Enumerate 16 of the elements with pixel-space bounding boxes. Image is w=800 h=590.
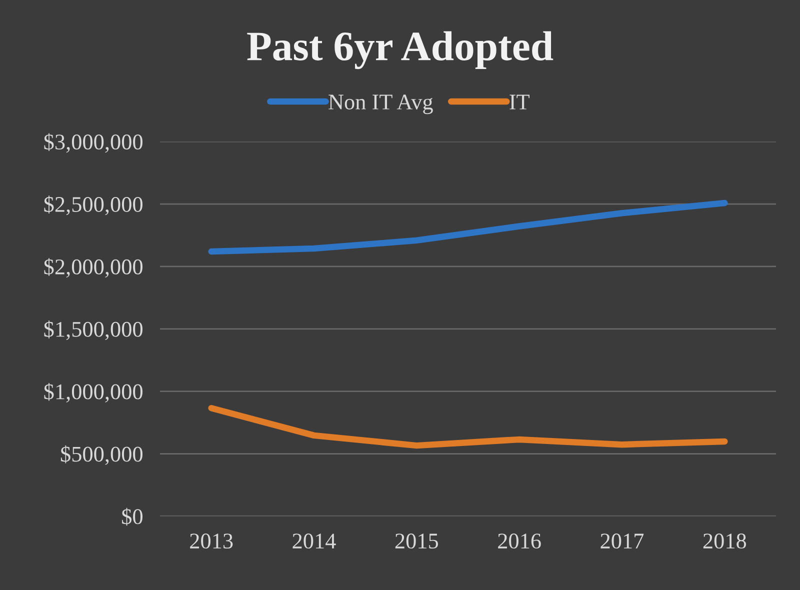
y-tick-label: $2,000,000 <box>44 258 142 278</box>
chart-title: Past 6yr Adopted <box>247 31 554 70</box>
y-tick-label: $1,000,000 <box>44 382 142 402</box>
x-tick-label: 2017 <box>600 534 644 549</box>
x-tick-label: 2018 <box>703 534 746 549</box>
y-tick-label: $2,500,000 <box>44 196 142 216</box>
y-tick-label: $0 <box>122 508 142 526</box>
x-tick-label: 2016 <box>498 534 541 549</box>
y-tick-label: $3,000,000 <box>44 133 142 153</box>
x-tick-label: 2014 <box>292 534 336 549</box>
y-tick-label: $1,500,000 <box>44 320 142 340</box>
x-tick-label: 2013 <box>190 534 233 549</box>
y-tick-label: $500,000 <box>60 445 142 465</box>
legend-label: IT <box>510 94 530 110</box>
x-tick-label: 2015 <box>395 534 438 549</box>
legend-label: Non IT Avg <box>328 94 433 114</box>
